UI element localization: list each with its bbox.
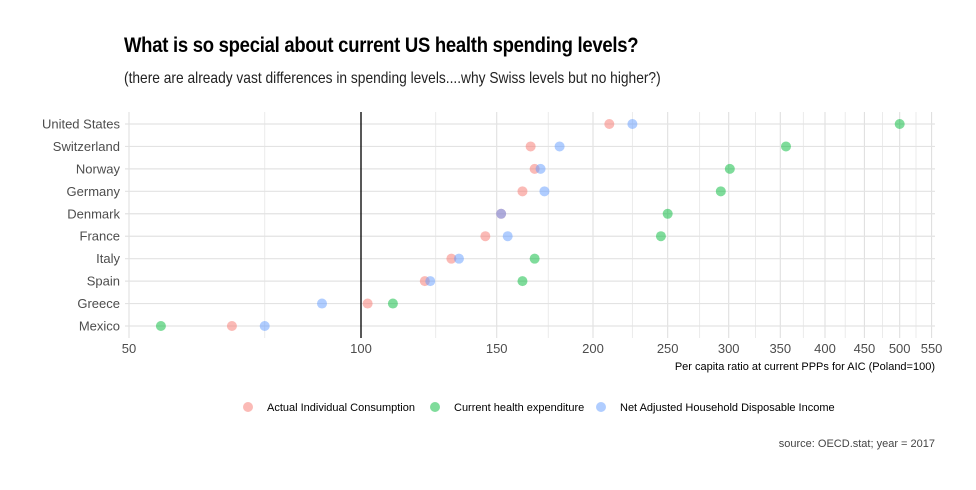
data-point	[446, 253, 457, 264]
data-point	[155, 321, 166, 331]
x-tick-label: 350	[769, 341, 791, 356]
data-point	[226, 321, 237, 331]
y-axis-label: Spain	[87, 274, 120, 289]
horizontal-gridlines	[125, 123, 935, 327]
data-point	[480, 231, 491, 242]
data-point	[362, 298, 373, 309]
x-tick-label: 400	[814, 341, 836, 356]
data-point	[496, 208, 507, 219]
data-point	[316, 298, 327, 309]
major-gridlines	[128, 112, 933, 338]
y-axis-label: Switzerland	[53, 139, 120, 154]
y-axis-label: Norway	[76, 161, 121, 176]
x-axis-title: Per capita ratio at current PPPs for AIC…	[675, 361, 935, 373]
x-axis-tick-labels: 50 100 150 200 250 300 350 400 450 500 550	[122, 341, 943, 356]
data-point	[662, 208, 673, 219]
y-axis-labels: United States Switzerland Norway Germany Den…	[42, 117, 121, 334]
data-point	[517, 186, 528, 197]
minor-gridlines	[264, 112, 917, 338]
data-point	[894, 119, 905, 129]
data-point	[525, 141, 536, 152]
legend-label: Current health expenditure	[454, 402, 584, 414]
legend-label: Net Adjusted Household Disposable Income	[620, 402, 835, 414]
data-point	[502, 231, 513, 242]
data-point	[724, 163, 735, 174]
x-tick-label: 450	[854, 341, 876, 356]
legend-label: Actual Individual Consumption	[267, 402, 415, 414]
data-point	[554, 141, 565, 152]
x-tick-label: 550	[921, 341, 943, 356]
data-point	[425, 276, 436, 287]
chart-subtitle: (there are already vast differences in s…	[124, 70, 661, 87]
legend-key	[243, 402, 253, 412]
legend-key	[596, 402, 606, 412]
legend-key	[430, 402, 440, 412]
data-points	[155, 119, 905, 331]
y-axis-label: Denmark	[67, 206, 120, 221]
y-axis-label: Italy	[96, 251, 120, 266]
y-axis-label: United States	[42, 117, 121, 132]
data-point	[535, 163, 546, 174]
data-point	[517, 276, 528, 287]
data-point	[259, 321, 270, 331]
x-tick-label: 100	[350, 341, 372, 356]
data-point	[780, 141, 791, 152]
data-point	[453, 253, 464, 264]
y-axis-label: Germany	[67, 184, 121, 199]
x-tick-label: 50	[122, 341, 136, 356]
chart-title: What is so special about current US heal…	[124, 34, 639, 57]
x-tick-label: 150	[486, 341, 508, 356]
source-caption: source: OECD.stat; year = 2017	[779, 438, 935, 450]
x-tick-label: 250	[657, 341, 679, 356]
y-axis-label: Greece	[77, 296, 120, 311]
y-axis-label: France	[80, 229, 120, 244]
x-tick-label: 200	[582, 341, 604, 356]
data-point	[655, 231, 666, 242]
data-point	[627, 119, 638, 129]
x-tick-label: 300	[718, 341, 740, 356]
data-point	[539, 186, 550, 197]
legend: Actual Individual Consumption Current hea…	[243, 402, 835, 414]
y-axis-label: Mexico	[79, 319, 120, 334]
data-point	[529, 253, 540, 264]
data-point	[387, 298, 398, 309]
data-point	[604, 119, 615, 129]
x-tick-label: 500	[889, 341, 911, 356]
data-point	[715, 186, 726, 197]
